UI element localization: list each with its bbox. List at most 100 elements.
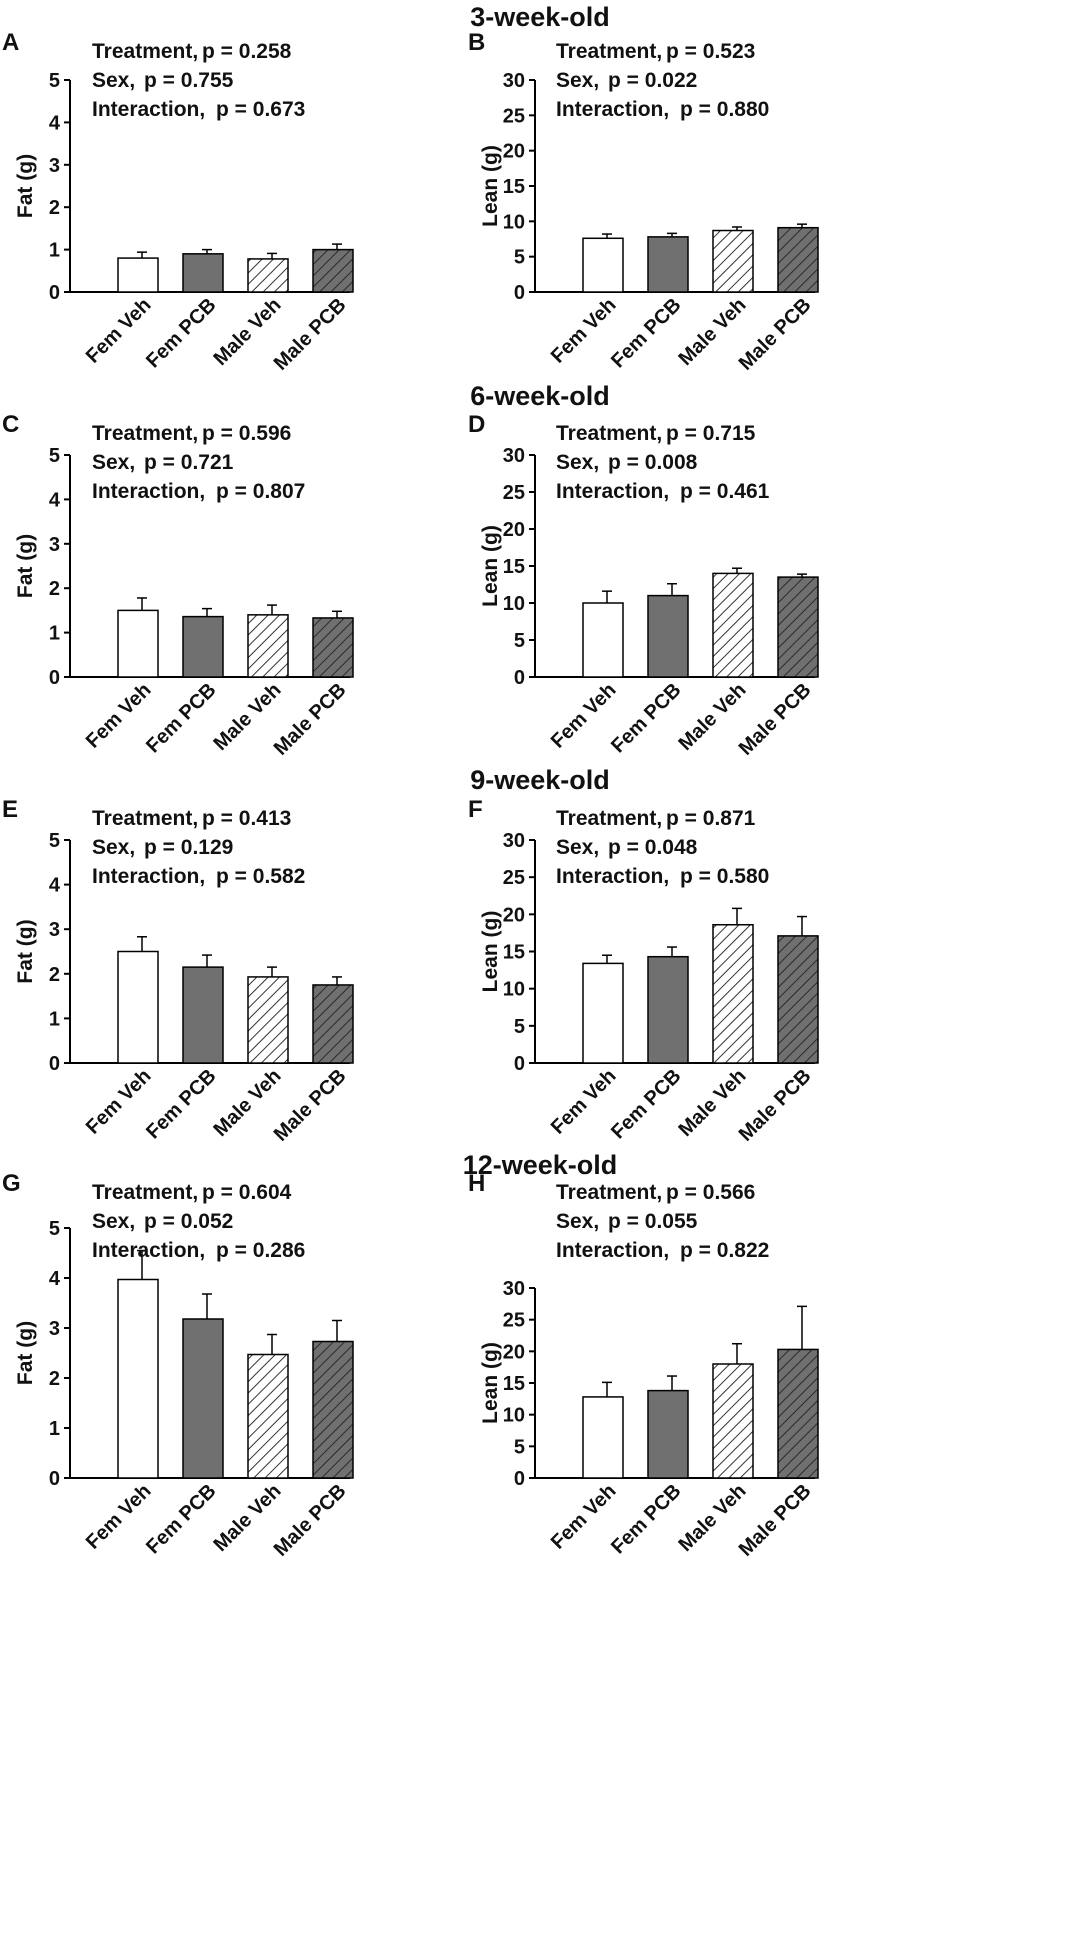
y-tick-label: 2 (49, 1368, 60, 1390)
bar-fem-pcb (647, 594, 689, 678)
y-axis-label: Fat (g) (14, 919, 37, 983)
bar-fem-veh (582, 962, 624, 1064)
y-tick-label: 30 (503, 1278, 525, 1300)
bar-male-veh (712, 1363, 754, 1479)
annotation-p-value: p = 0.022 (608, 69, 697, 92)
annotation-label: Interaction, (92, 98, 205, 121)
bar-male-veh (247, 614, 289, 678)
y-tick-label: 0 (514, 282, 525, 304)
y-tick-label: 5 (514, 1016, 525, 1038)
annotation-label: Sex, (92, 69, 135, 92)
y-axis-label: Fat (g) (14, 534, 37, 598)
annotation-label: Sex, (556, 69, 599, 92)
y-tick-label: 10 (503, 211, 525, 233)
annotation-p-value: p = 0.008 (608, 451, 698, 474)
annotation-label: Sex, (92, 451, 135, 474)
panel-label: C (2, 411, 19, 438)
annotation-p-value: p = 0.461 (680, 480, 770, 503)
panel-label: D (468, 411, 485, 438)
annotation-p-value: p = 0.258 (202, 40, 292, 63)
annotation-label: Sex, (556, 836, 599, 859)
y-tick-label: 1 (49, 623, 60, 645)
annotation-p-value: p = 0.582 (216, 865, 305, 888)
x-tick-label: Fem PCB (142, 1480, 220, 1558)
bar-fem-veh (117, 609, 159, 678)
y-tick-label: 0 (49, 1468, 60, 1490)
y-axis-label: Lean (g) (479, 525, 502, 607)
bar-male-veh (712, 572, 754, 678)
bar-fem-veh (117, 1278, 159, 1479)
y-tick-label: 4 (49, 489, 61, 511)
bar-male-veh (247, 1353, 289, 1479)
y-tick-label: 25 (503, 482, 525, 504)
annotation-p-value: p = 0.052 (144, 1210, 233, 1233)
annotation-label: Interaction, (92, 1239, 205, 1262)
bar-fem-pcb (182, 253, 224, 293)
y-tick-label: 0 (49, 282, 60, 304)
y-tick-label: 20 (503, 904, 525, 926)
y-axis-label: Lean (g) (479, 911, 502, 993)
annotation-p-value: p = 0.871 (666, 807, 756, 830)
y-tick-label: 4 (49, 112, 61, 134)
y-tick-label: 3 (49, 1318, 60, 1340)
bar-fem-pcb (647, 1389, 689, 1479)
panel-label: F (468, 796, 483, 823)
y-tick-label: 1 (49, 1008, 60, 1030)
y-tick-label: 20 (503, 141, 525, 163)
bar-fem-pcb (647, 955, 689, 1064)
annotation-label: Treatment, (92, 1181, 198, 1204)
bar-male-pcb (312, 1340, 354, 1479)
annotation-label: Sex, (556, 451, 599, 474)
annotation-label: Interaction, (92, 865, 205, 888)
annotation-label: Sex, (556, 1210, 599, 1233)
bar-male-pcb (777, 1348, 819, 1479)
y-tick-label: 10 (503, 1405, 525, 1427)
annotation-p-value: p = 0.807 (216, 480, 305, 503)
annotation-label: Interaction, (92, 480, 205, 503)
annotation-label: Sex, (92, 836, 135, 859)
y-tick-label: 4 (49, 1268, 61, 1290)
x-tick-label: Fem PCB (142, 294, 220, 372)
bar-fem-pcb (182, 1318, 224, 1479)
annotation-label: Interaction, (556, 1239, 669, 1262)
bar-male-veh (712, 923, 754, 1064)
annotation-label: Treatment, (92, 422, 198, 445)
annotation-p-value: p = 0.055 (608, 1210, 698, 1233)
y-tick-label: 0 (514, 667, 525, 689)
y-axis-label: Fat (g) (14, 1321, 37, 1385)
y-tick-label: 25 (503, 1310, 525, 1332)
y-tick-label: 30 (503, 830, 525, 852)
annotation-p-value: p = 0.822 (680, 1239, 769, 1262)
annotation-p-value: p = 0.413 (202, 807, 291, 830)
y-tick-label: 1 (49, 1418, 60, 1440)
annotation-label: Sex, (92, 1210, 135, 1233)
bar-male-pcb (777, 226, 819, 293)
y-tick-label: 30 (503, 70, 525, 92)
annotation-p-value: p = 0.580 (680, 865, 769, 888)
y-tick-label: 0 (49, 667, 60, 689)
bar-male-pcb (777, 576, 819, 678)
y-axis-label: Lean (g) (479, 145, 502, 227)
annotation-label: Treatment, (92, 40, 198, 63)
bar-male-veh (247, 258, 289, 293)
y-tick-label: 4 (49, 875, 61, 897)
annotation-p-value: p = 0.721 (144, 451, 234, 474)
row-title-3-week: 3-week-old (470, 2, 610, 32)
annotation-p-value: p = 0.048 (608, 836, 698, 859)
panel-label: A (2, 29, 19, 56)
annotation-p-value: p = 0.755 (144, 69, 234, 92)
x-tick-label: Fem PCB (607, 679, 685, 757)
row-title-9-week: 9-week-old (470, 765, 610, 795)
bar-male-pcb (777, 935, 819, 1064)
panel-label: E (2, 796, 18, 823)
y-tick-label: 3 (49, 919, 60, 941)
bar-male-pcb (312, 617, 354, 678)
y-axis-label: Fat (g) (14, 154, 37, 218)
y-tick-label: 3 (49, 534, 60, 556)
bar-male-veh (247, 976, 289, 1064)
